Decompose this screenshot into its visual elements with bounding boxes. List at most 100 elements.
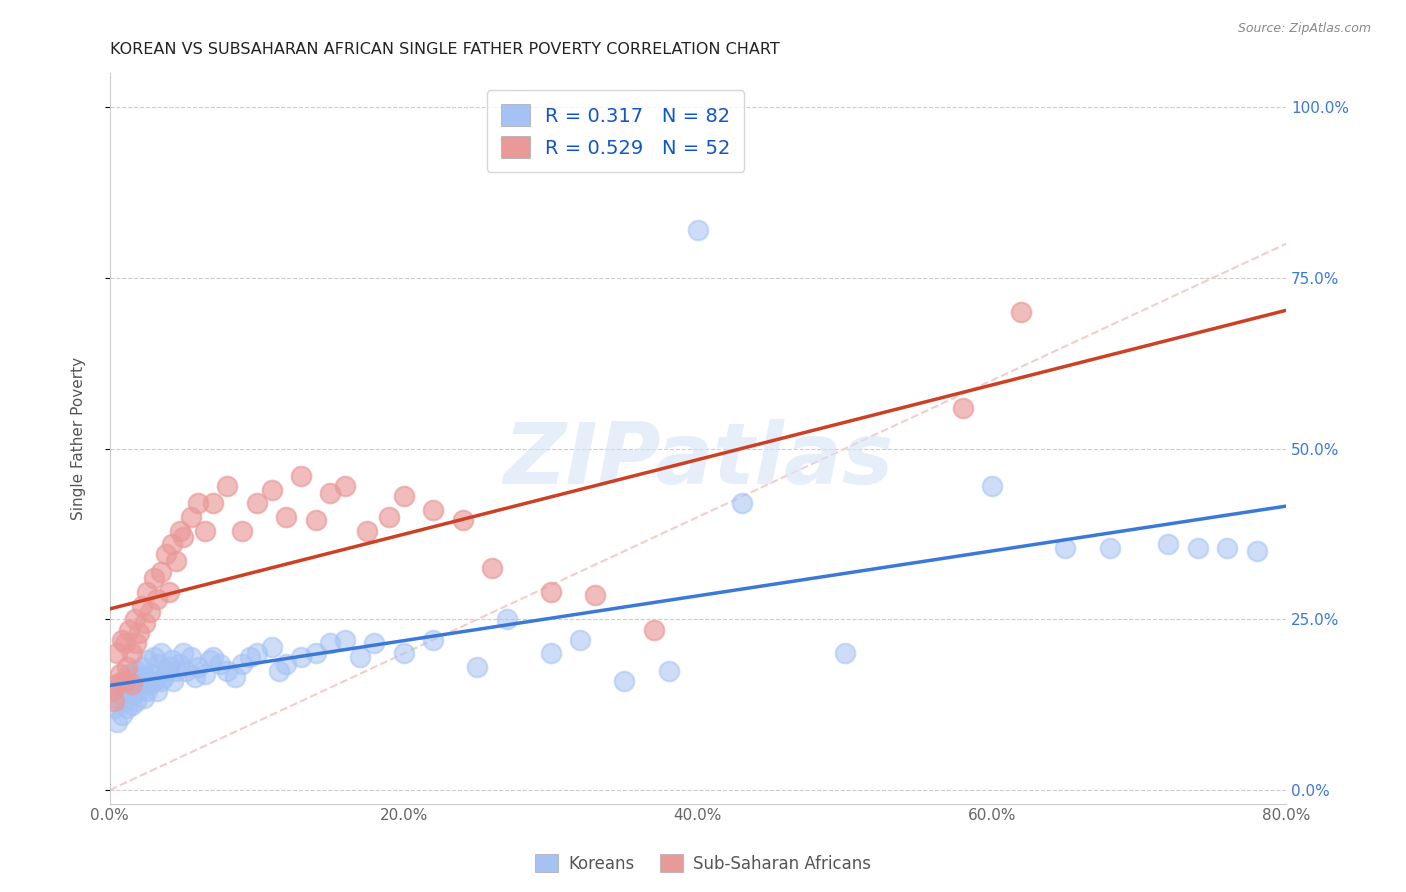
Point	[114, 677, 136, 691]
Point	[114, 636, 136, 650]
Point	[148, 657, 170, 671]
Point	[180, 510, 202, 524]
Point	[187, 660, 209, 674]
Point	[165, 664, 187, 678]
Point	[160, 537, 183, 551]
Legend: R = 0.317   N = 82, R = 0.529   N = 52: R = 0.317 N = 82, R = 0.529 N = 52	[486, 90, 744, 172]
Legend: Koreans, Sub-Saharan Africans: Koreans, Sub-Saharan Africans	[529, 847, 877, 880]
Y-axis label: Single Father Poverty: Single Father Poverty	[72, 357, 86, 520]
Point	[125, 694, 148, 708]
Point	[422, 503, 444, 517]
Text: KOREAN VS SUBSAHARAN AFRICAN SINGLE FATHER POVERTY CORRELATION CHART: KOREAN VS SUBSAHARAN AFRICAN SINGLE FATH…	[110, 42, 779, 57]
Point	[276, 510, 298, 524]
Point	[731, 496, 754, 510]
Point	[118, 623, 141, 637]
Point	[160, 653, 183, 667]
Point	[139, 667, 162, 681]
Point	[155, 548, 177, 562]
Point	[378, 510, 401, 524]
Point	[169, 524, 191, 538]
Point	[583, 589, 606, 603]
Point	[165, 554, 187, 568]
Point	[1010, 305, 1032, 319]
Point	[146, 591, 169, 606]
Point	[142, 649, 165, 664]
Point	[180, 649, 202, 664]
Point	[349, 649, 371, 664]
Point	[187, 496, 209, 510]
Point	[103, 701, 125, 715]
Point	[103, 694, 125, 708]
Point	[172, 647, 194, 661]
Point	[117, 660, 139, 674]
Point	[1216, 541, 1239, 555]
Point	[1246, 544, 1268, 558]
Point	[834, 647, 856, 661]
Point	[540, 585, 562, 599]
Point	[260, 483, 283, 497]
Text: ZIPatlas: ZIPatlas	[503, 419, 893, 502]
Point	[201, 649, 224, 664]
Point	[305, 647, 328, 661]
Point	[686, 223, 709, 237]
Point	[155, 664, 177, 678]
Point	[356, 524, 378, 538]
Point	[121, 647, 143, 661]
Point	[176, 664, 198, 678]
Point	[105, 677, 128, 691]
Point	[495, 612, 517, 626]
Point	[125, 636, 148, 650]
Point	[319, 486, 342, 500]
Point	[110, 673, 132, 688]
Point	[135, 585, 157, 599]
Point	[135, 653, 157, 667]
Point	[267, 664, 290, 678]
Point	[117, 684, 139, 698]
Point	[231, 524, 253, 538]
Point	[150, 565, 173, 579]
Point	[319, 636, 342, 650]
Point	[194, 524, 217, 538]
Point	[569, 632, 592, 647]
Point	[260, 640, 283, 654]
Point	[124, 612, 146, 626]
Point	[246, 496, 269, 510]
Point	[481, 561, 503, 575]
Point	[134, 670, 156, 684]
Point	[150, 647, 173, 661]
Point	[135, 684, 157, 698]
Point	[128, 684, 150, 698]
Point	[138, 677, 160, 691]
Point	[276, 657, 298, 671]
Point	[952, 401, 974, 415]
Point	[194, 667, 217, 681]
Point	[305, 513, 328, 527]
Point	[1157, 537, 1180, 551]
Point	[246, 647, 269, 661]
Point	[125, 664, 148, 678]
Point	[121, 677, 143, 691]
Point	[108, 667, 131, 681]
Point	[157, 660, 180, 674]
Point	[105, 714, 128, 729]
Point	[209, 657, 232, 671]
Point	[224, 670, 246, 684]
Point	[108, 687, 131, 701]
Point	[1054, 541, 1077, 555]
Point	[110, 632, 132, 647]
Point	[150, 673, 173, 688]
Point	[121, 698, 143, 712]
Point	[105, 647, 128, 661]
Point	[121, 677, 143, 691]
Point	[198, 653, 221, 667]
Point	[1098, 541, 1121, 555]
Point	[114, 673, 136, 688]
Point	[451, 513, 474, 527]
Point	[157, 585, 180, 599]
Point	[657, 664, 679, 678]
Point	[422, 632, 444, 647]
Point	[392, 490, 415, 504]
Point	[118, 667, 141, 681]
Point	[142, 673, 165, 688]
Point	[217, 479, 239, 493]
